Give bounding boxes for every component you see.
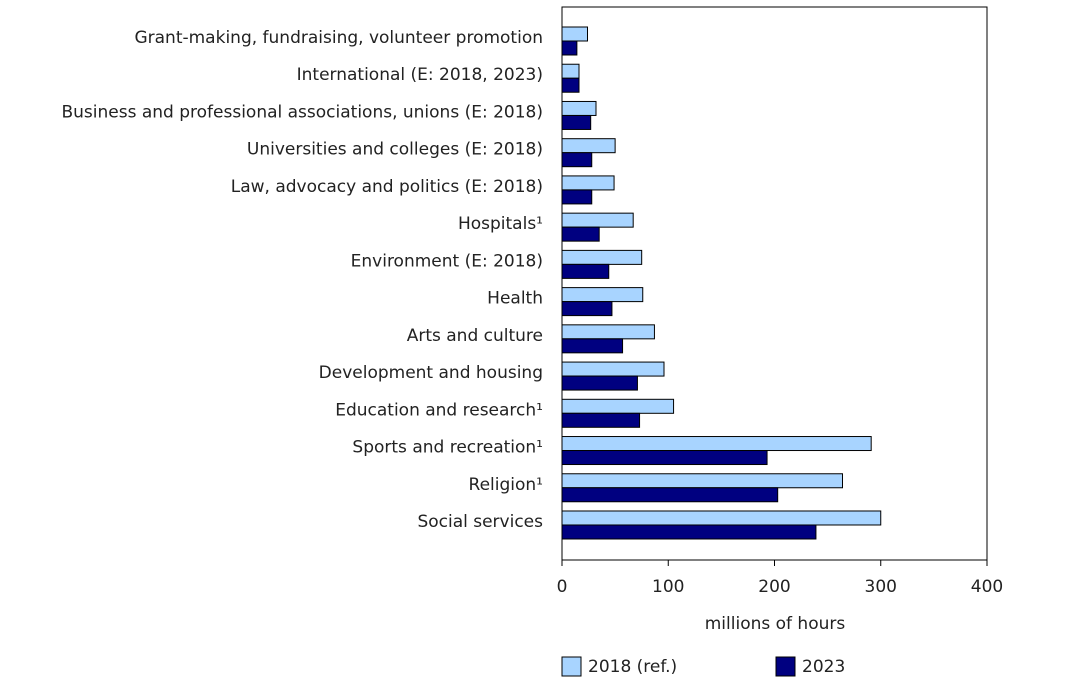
- y-tick-label: Development and housing: [319, 363, 543, 383]
- y-tick-label: International (E: 2018, 2023): [297, 65, 543, 85]
- bar: [561, 324, 655, 340]
- legend-label: 2018 (ref.): [588, 657, 677, 677]
- x-tick-label: 400: [971, 577, 1003, 597]
- y-tick-label: Business and professional associations, …: [61, 102, 543, 122]
- bar: [561, 510, 882, 526]
- y-tick-label: Education and research¹: [335, 400, 543, 420]
- bar: [561, 77, 580, 93]
- legend-swatch: [561, 656, 582, 677]
- y-tick-label: Health: [487, 289, 543, 309]
- x-tick-label: 0: [557, 577, 568, 597]
- bar: [561, 40, 578, 56]
- bar: [561, 473, 843, 489]
- y-tick-label: Religion¹: [469, 475, 543, 495]
- bar: [561, 375, 638, 391]
- y-tick-label: Grant-making, fundraising, volunteer pro…: [134, 28, 543, 48]
- bar: [561, 524, 817, 540]
- bar: [561, 263, 610, 279]
- x-axis-label: millions of hours: [705, 614, 846, 634]
- bar: [561, 436, 872, 452]
- bar: [561, 361, 665, 377]
- bar: [561, 189, 593, 205]
- y-tick-label: Environment (E: 2018): [351, 251, 543, 271]
- bar: [561, 450, 768, 466]
- bar: [561, 26, 588, 42]
- bar: [561, 152, 593, 168]
- y-tick-label: Hospitals¹: [458, 214, 543, 234]
- bar: [561, 338, 624, 354]
- bar: [561, 114, 592, 130]
- bar: [561, 138, 616, 154]
- bar: [561, 249, 643, 265]
- x-tick-label: 300: [865, 577, 897, 597]
- y-tick-label: Social services: [417, 512, 543, 532]
- bar: [561, 63, 580, 79]
- x-tick-label: 100: [652, 577, 684, 597]
- y-tick-label: Universities and colleges (E: 2018): [247, 140, 543, 160]
- bar: [561, 175, 615, 191]
- bar: [561, 412, 641, 428]
- bar: [561, 487, 779, 503]
- bar: [561, 212, 634, 228]
- bar: [561, 100, 597, 116]
- bar: [561, 287, 644, 303]
- y-tick-label: Arts and culture: [407, 326, 543, 346]
- bar: [561, 301, 613, 317]
- legend-swatch: [775, 656, 796, 677]
- x-tick-label: 200: [758, 577, 790, 597]
- legend-label: 2023: [802, 657, 845, 677]
- y-tick-label: Law, advocacy and politics (E: 2018): [231, 177, 543, 197]
- y-tick-label: Sports and recreation¹: [352, 438, 543, 458]
- bar: [561, 398, 675, 414]
- bar: [561, 226, 600, 242]
